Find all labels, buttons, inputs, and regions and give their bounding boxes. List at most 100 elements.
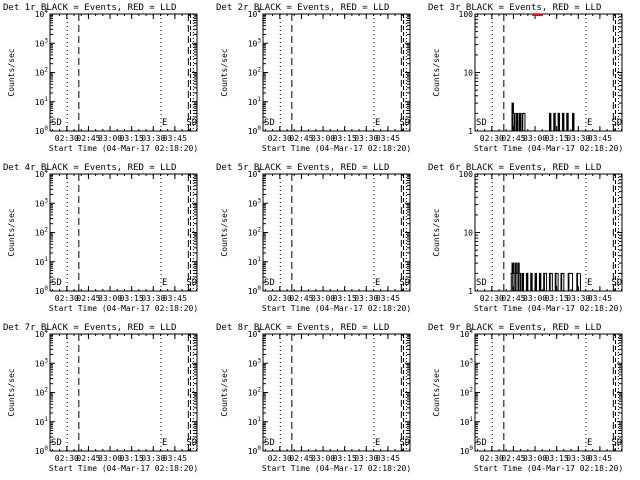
x-tick-label: 03:30 <box>566 454 590 463</box>
panel-title: Det 7r BLACK = Events, RED = LLD <box>3 323 176 333</box>
flag-label-sd: SD <box>264 438 275 448</box>
x-tick-label: 03:45 <box>376 294 400 303</box>
y-tick-label: 103 <box>460 357 474 368</box>
y-tick-label: 100 <box>459 10 474 19</box>
x-tick-label: 02:45 <box>289 454 313 463</box>
x-tick-label: 03:15 <box>333 134 357 143</box>
x-tick-label: 03:30 <box>141 134 165 143</box>
panel-det-5: Det 5r BLACK = Events, RED = LLD 100 101 10… <box>216 163 411 313</box>
y-tick-label: 100 <box>35 285 49 296</box>
x-tick-label: 03:30 <box>354 134 378 143</box>
x-tick-label: 03:00 <box>311 454 335 463</box>
panel-det-6: Det 6r BLACK = Events, RED = LLD 1 10 100 02… <box>428 163 623 313</box>
flag-label-sd: SD <box>51 278 62 288</box>
panel-det-1: Det 1r BLACK = Events, RED = LLD 100 101 10… <box>3 3 198 153</box>
y-tick-label: 10 <box>463 69 473 78</box>
panel-title: Det 3r BLACK = Events, RED = LLD <box>428 3 601 13</box>
x-tick-label: 03:00 <box>523 294 547 303</box>
x-tick-label: 02:30 <box>55 134 79 143</box>
y-tick-label: 101 <box>460 416 474 427</box>
x-tick-label: 02:45 <box>501 134 525 143</box>
x-tick-label: 03:00 <box>98 454 122 463</box>
flag-label-sd: SD <box>186 438 197 448</box>
y-tick-label: 100 <box>35 445 49 456</box>
x-tick-label: 03:45 <box>588 454 612 463</box>
flag-label-e: E <box>587 438 592 448</box>
panel-title: Det 1r BLACK = Events, RED = LLD <box>3 3 176 13</box>
x-tick-label: 02:30 <box>55 294 79 303</box>
flag-label-e: E <box>587 278 592 288</box>
y-axis-label: Counts/sec <box>7 48 16 96</box>
x-tick-label: 03:30 <box>354 294 378 303</box>
y-tick-label: 103 <box>248 357 262 368</box>
panel-det-4: Det 4r BLACK = Events, RED = LLD 100 101 10… <box>3 163 198 313</box>
y-tick-label: 102 <box>35 67 49 78</box>
y-tick-label: 104 <box>35 168 49 179</box>
x-tick-label: 03:45 <box>376 134 400 143</box>
panel-det-2: Det 2r BLACK = Events, RED = LLD 100 101 10… <box>216 3 411 153</box>
flag-label-sd: SD <box>51 118 62 128</box>
plot-frame <box>474 13 623 132</box>
plot-frame <box>474 333 623 452</box>
x-tick-label: 03:00 <box>98 294 122 303</box>
panel-title: Det 4r BLACK = Events, RED = LLD <box>3 163 176 173</box>
y-tick-label: 104 <box>248 8 262 19</box>
flag-label-sd: SD <box>611 118 622 128</box>
y-tick-label: 1 <box>468 287 473 296</box>
panel-title: Det 2r BLACK = Events, RED = LLD <box>216 3 389 13</box>
y-axis-label: Counts/sec <box>220 48 229 96</box>
x-tick-label: 03:45 <box>588 134 612 143</box>
x-axis-label: Start Time (04-Mar-17 02:18:20) <box>49 144 198 153</box>
plot-frame <box>474 173 623 292</box>
x-tick-label: 02:45 <box>76 294 100 303</box>
flag-label-sd: SD <box>264 278 275 288</box>
y-tick-label: 102 <box>248 227 262 238</box>
y-tick-label: 100 <box>459 170 474 179</box>
x-tick-label: 02:30 <box>268 454 292 463</box>
flag-label-e: E <box>375 438 380 448</box>
x-axis-label: Start Time (04-Mar-17 02:18:20) <box>262 144 411 153</box>
y-tick-label: 102 <box>460 387 474 398</box>
x-tick-label: 03:45 <box>163 134 187 143</box>
flag-label-sd: SD <box>476 278 487 288</box>
x-axis-label: Start Time (04-Mar-17 02:18:20) <box>49 304 198 313</box>
flag-label-sd: SD <box>476 118 487 128</box>
x-tick-label: 02:45 <box>289 294 313 303</box>
y-tick-label: 102 <box>248 387 262 398</box>
flag-label-sd: SD <box>186 278 197 288</box>
flag-label-e: E <box>587 118 592 128</box>
x-tick-label: 02:30 <box>268 294 292 303</box>
flag-label-sd: SD <box>51 438 62 448</box>
plot-frame <box>49 13 198 132</box>
y-tick-label: 103 <box>35 37 49 48</box>
y-tick-label: 102 <box>35 227 49 238</box>
x-tick-label: 03:30 <box>566 294 590 303</box>
x-tick-label: 02:45 <box>501 294 525 303</box>
x-axis-label: Start Time (04-Mar-17 02:18:20) <box>474 464 623 473</box>
y-tick-label: 101 <box>248 416 262 427</box>
y-tick-label: 101 <box>248 256 262 267</box>
x-tick-label: 03:00 <box>311 294 335 303</box>
flag-label-e: E <box>375 278 380 288</box>
x-tick-label: 03:45 <box>163 454 187 463</box>
flag-label-e: E <box>162 278 167 288</box>
x-tick-label: 03:30 <box>141 294 165 303</box>
x-axis-label: Start Time (04-Mar-17 02:18:20) <box>49 464 198 473</box>
x-tick-label: 03:00 <box>98 134 122 143</box>
x-tick-label: 03:15 <box>333 294 357 303</box>
x-tick-label: 02:45 <box>76 454 100 463</box>
y-axis-label: Counts/sec <box>220 368 229 416</box>
panel-det-7: Det 7r BLACK = Events, RED = LLD 100 101 10… <box>3 323 198 473</box>
y-axis-label: Counts/sec <box>432 208 441 256</box>
flag-label-sd: SD <box>399 438 410 448</box>
flag-label-e: E <box>162 118 167 128</box>
y-tick-label: 103 <box>248 197 262 208</box>
x-tick-label: 02:45 <box>289 134 313 143</box>
y-tick-label: 101 <box>248 96 262 107</box>
plot-frame <box>262 13 411 132</box>
flag-label-e: E <box>375 118 380 128</box>
plot-frame <box>262 173 411 292</box>
x-tick-label: 02:30 <box>480 454 504 463</box>
panel-title: Det 6r BLACK = Events, RED = LLD <box>428 163 601 173</box>
